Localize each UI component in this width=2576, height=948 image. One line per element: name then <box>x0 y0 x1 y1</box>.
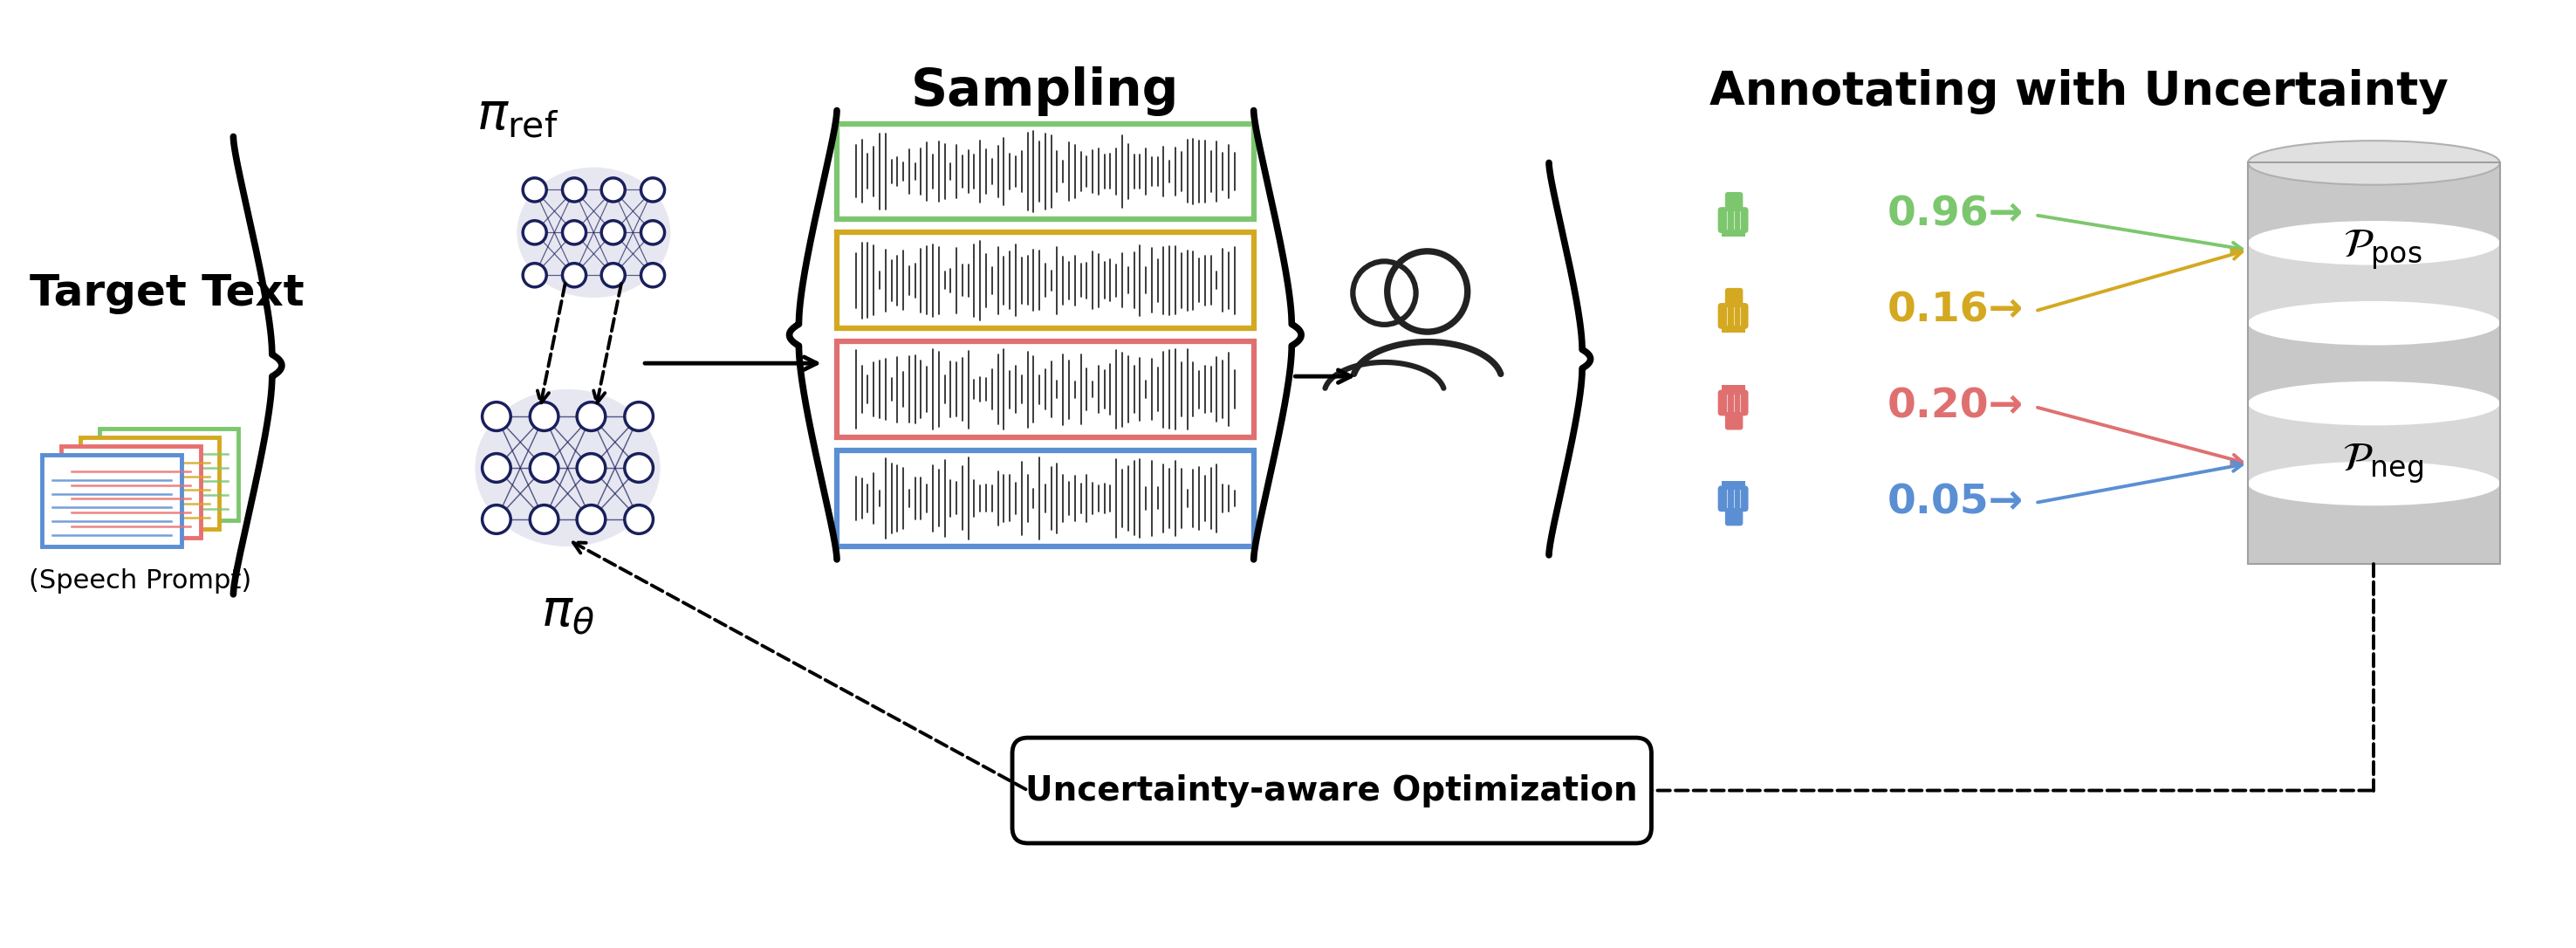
Bar <box>2249 404 2499 483</box>
Circle shape <box>531 453 559 483</box>
Circle shape <box>641 221 665 245</box>
Text: Uncertainty-aware Optimization: Uncertainty-aware Optimization <box>1025 774 1638 807</box>
Ellipse shape <box>2249 301 2499 345</box>
Circle shape <box>482 453 510 483</box>
Bar <box>80 437 219 529</box>
FancyBboxPatch shape <box>1726 288 1744 311</box>
Text: $\mathcal{P}_\mathrm{pos}$: $\mathcal{P}_\mathrm{pos}$ <box>2344 228 2421 271</box>
Bar <box>2249 243 2499 323</box>
Bar <box>1721 322 1744 333</box>
Text: Annotating with Uncertainty: Annotating with Uncertainty <box>1710 68 2447 114</box>
Text: 0.20→: 0.20→ <box>1888 387 2025 427</box>
FancyBboxPatch shape <box>1012 738 1651 843</box>
FancyBboxPatch shape <box>1718 485 1749 512</box>
Ellipse shape <box>518 167 670 298</box>
Bar <box>62 447 201 538</box>
Circle shape <box>577 453 605 483</box>
Ellipse shape <box>2249 462 2499 505</box>
Bar <box>2249 323 2499 404</box>
Circle shape <box>623 402 654 430</box>
Circle shape <box>600 178 626 202</box>
Circle shape <box>577 402 605 430</box>
FancyBboxPatch shape <box>1718 303 1749 329</box>
Text: 0.05→: 0.05→ <box>1888 483 2025 522</box>
FancyBboxPatch shape <box>1726 192 1744 215</box>
FancyBboxPatch shape <box>1726 502 1744 526</box>
FancyBboxPatch shape <box>1718 390 1749 416</box>
Bar <box>2249 163 2499 243</box>
FancyBboxPatch shape <box>1726 407 1744 429</box>
Circle shape <box>531 402 559 430</box>
Ellipse shape <box>2249 381 2499 426</box>
Circle shape <box>523 264 546 287</box>
Circle shape <box>562 221 585 245</box>
Circle shape <box>562 264 585 287</box>
FancyBboxPatch shape <box>1718 207 1749 233</box>
Bar <box>1721 227 1744 237</box>
Bar <box>1721 385 1744 395</box>
Text: Target Text: Target Text <box>28 273 304 315</box>
Circle shape <box>577 505 605 534</box>
Circle shape <box>562 178 585 202</box>
Text: Sampling: Sampling <box>912 66 1180 117</box>
Bar <box>837 232 1255 328</box>
Text: (Speech Prompt): (Speech Prompt) <box>28 569 252 593</box>
Circle shape <box>623 453 654 483</box>
Bar <box>2249 163 2499 564</box>
Bar <box>41 455 180 546</box>
Circle shape <box>600 221 626 245</box>
Text: $\pi_\theta$: $\pi_\theta$ <box>541 587 595 637</box>
Text: 0.96→: 0.96→ <box>1888 195 2025 235</box>
Circle shape <box>600 264 626 287</box>
Circle shape <box>482 402 510 430</box>
Ellipse shape <box>2249 221 2499 265</box>
Circle shape <box>523 221 546 245</box>
Bar <box>837 450 1255 546</box>
Text: $\mathcal{P}_\mathrm{neg}$: $\mathcal{P}_\mathrm{neg}$ <box>2342 442 2424 485</box>
Text: $\pi_\mathrm{ref}$: $\pi_\mathrm{ref}$ <box>477 90 559 139</box>
Circle shape <box>482 505 510 534</box>
Text: 0.16→: 0.16→ <box>1888 291 2025 331</box>
Bar <box>1721 481 1744 491</box>
Ellipse shape <box>474 390 659 547</box>
Bar <box>837 341 1255 437</box>
Bar <box>2249 483 2499 564</box>
Bar <box>837 123 1255 219</box>
Circle shape <box>531 505 559 534</box>
Circle shape <box>641 178 665 202</box>
Ellipse shape <box>2249 140 2499 185</box>
Circle shape <box>623 505 654 534</box>
Bar <box>100 428 240 520</box>
Circle shape <box>523 178 546 202</box>
Circle shape <box>641 264 665 287</box>
